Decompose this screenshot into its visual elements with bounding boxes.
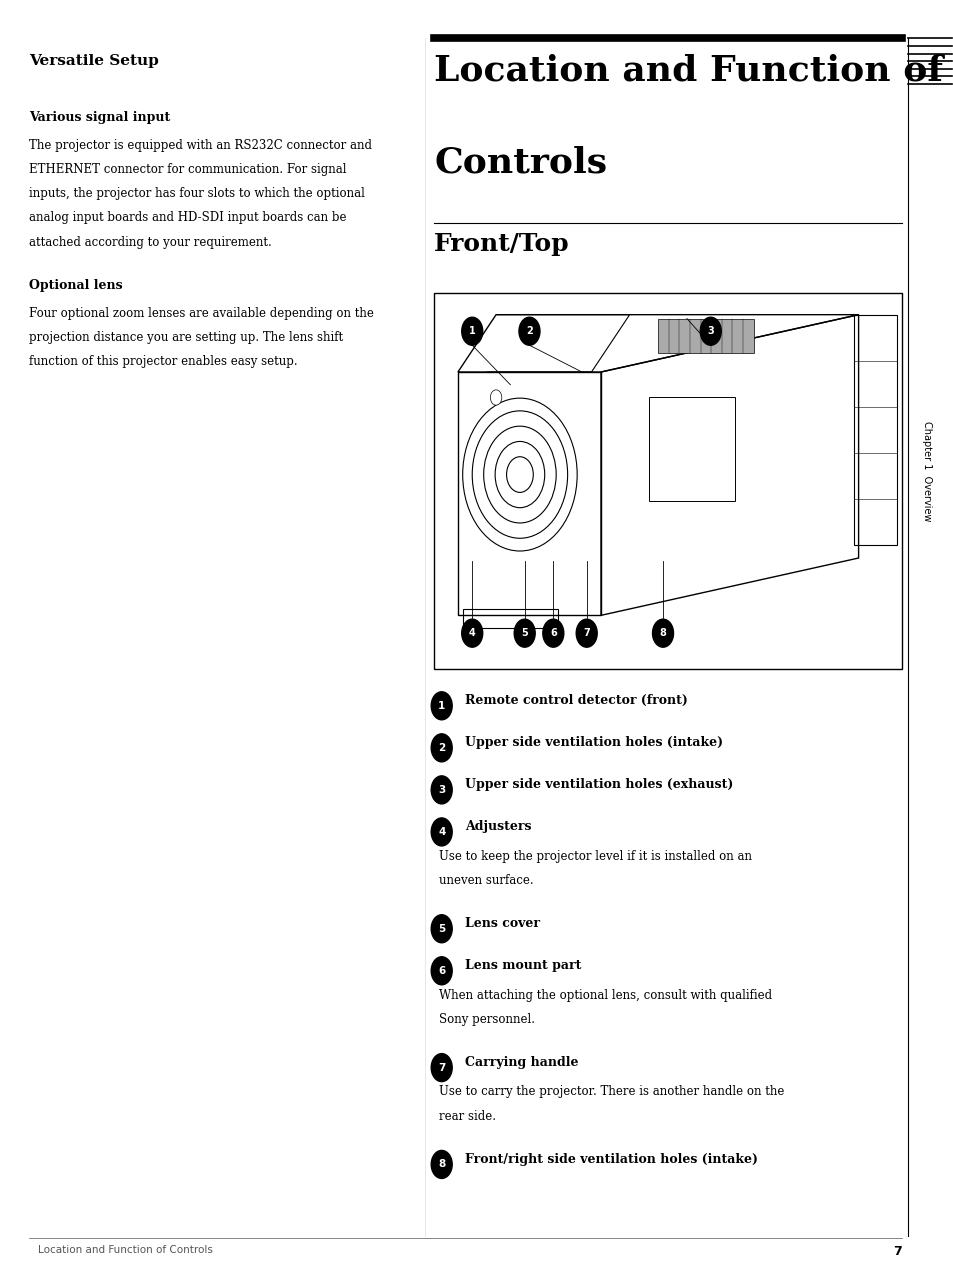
Text: 1: 1 (437, 701, 445, 711)
Text: Front/Top: Front/Top (434, 232, 569, 256)
Text: 6: 6 (549, 628, 557, 638)
Text: 7: 7 (437, 1063, 445, 1073)
Text: Four optional zoom lenses are available depending on the: Four optional zoom lenses are available … (29, 307, 374, 320)
Text: Controls: Controls (434, 145, 606, 180)
Bar (658, 318, 753, 353)
Text: 4: 4 (468, 628, 476, 638)
Text: Use to carry the projector. There is another handle on the: Use to carry the projector. There is ano… (438, 1085, 783, 1098)
Text: uneven surface.: uneven surface. (438, 874, 533, 887)
Circle shape (518, 317, 539, 345)
Text: Use to keep the projector level if it is installed on an: Use to keep the projector level if it is… (438, 850, 751, 862)
Text: 7: 7 (892, 1245, 901, 1257)
Circle shape (490, 390, 501, 405)
Text: Lens cover: Lens cover (464, 917, 539, 930)
Circle shape (431, 957, 452, 985)
Text: Various signal input: Various signal input (29, 111, 170, 124)
Text: Sony personnel.: Sony personnel. (438, 1013, 535, 1026)
Text: Remote control detector (front): Remote control detector (front) (464, 694, 687, 707)
Circle shape (431, 776, 452, 804)
Text: 1: 1 (468, 326, 476, 336)
Circle shape (431, 818, 452, 846)
Text: projection distance you are setting up. The lens shift: projection distance you are setting up. … (29, 331, 342, 344)
Text: 2: 2 (437, 743, 445, 753)
Text: Lens mount part: Lens mount part (464, 959, 580, 972)
Text: When attaching the optional lens, consult with qualified: When attaching the optional lens, consul… (438, 989, 771, 1001)
Circle shape (652, 619, 673, 647)
Text: ETHERNET connector for communication. For signal: ETHERNET connector for communication. Fo… (29, 163, 346, 176)
Text: 3: 3 (706, 326, 714, 336)
Text: rear side.: rear side. (438, 1110, 496, 1122)
Circle shape (431, 1054, 452, 1082)
Text: Adjusters: Adjusters (464, 820, 531, 833)
Text: Front/right side ventilation holes (intake): Front/right side ventilation holes (inta… (464, 1153, 757, 1166)
Circle shape (431, 734, 452, 762)
Circle shape (431, 915, 452, 943)
Text: 4: 4 (437, 827, 445, 837)
Circle shape (431, 1150, 452, 1178)
Text: 6: 6 (437, 966, 445, 976)
Text: 3: 3 (437, 785, 445, 795)
Text: analog input boards and HD-SDI input boards can be: analog input boards and HD-SDI input boa… (29, 211, 346, 224)
Text: function of this projector enables easy setup.: function of this projector enables easy … (29, 355, 297, 368)
Circle shape (576, 619, 597, 647)
Text: attached according to your requirement.: attached according to your requirement. (29, 236, 271, 248)
Text: inputs, the projector has four slots to which the optional: inputs, the projector has four slots to … (29, 187, 364, 200)
Text: 5: 5 (520, 628, 528, 638)
Text: Versatile Setup: Versatile Setup (29, 54, 158, 68)
Text: Chapter 1  Overview: Chapter 1 Overview (922, 422, 931, 521)
Text: 8: 8 (437, 1159, 445, 1170)
Text: 2: 2 (525, 326, 533, 336)
Circle shape (431, 692, 452, 720)
Text: 5: 5 (437, 924, 445, 934)
Text: Optional lens: Optional lens (29, 279, 122, 292)
Text: Carrying handle: Carrying handle (464, 1056, 578, 1069)
Text: Upper side ventilation holes (intake): Upper side ventilation holes (intake) (464, 736, 722, 749)
Text: Location and Function of: Location and Function of (434, 54, 943, 88)
Circle shape (461, 317, 482, 345)
Text: The projector is equipped with an RS232C connector and: The projector is equipped with an RS232C… (29, 139, 372, 152)
Text: Upper side ventilation holes (exhaust): Upper side ventilation holes (exhaust) (464, 778, 732, 791)
Bar (434, 293, 901, 669)
Bar (853, 315, 896, 545)
Circle shape (461, 619, 482, 647)
Circle shape (700, 317, 720, 345)
Text: 8: 8 (659, 628, 666, 638)
Text: 7: 7 (582, 628, 590, 638)
Text: Location and Function of Controls: Location and Function of Controls (38, 1245, 213, 1255)
Circle shape (542, 619, 563, 647)
Circle shape (514, 619, 535, 647)
